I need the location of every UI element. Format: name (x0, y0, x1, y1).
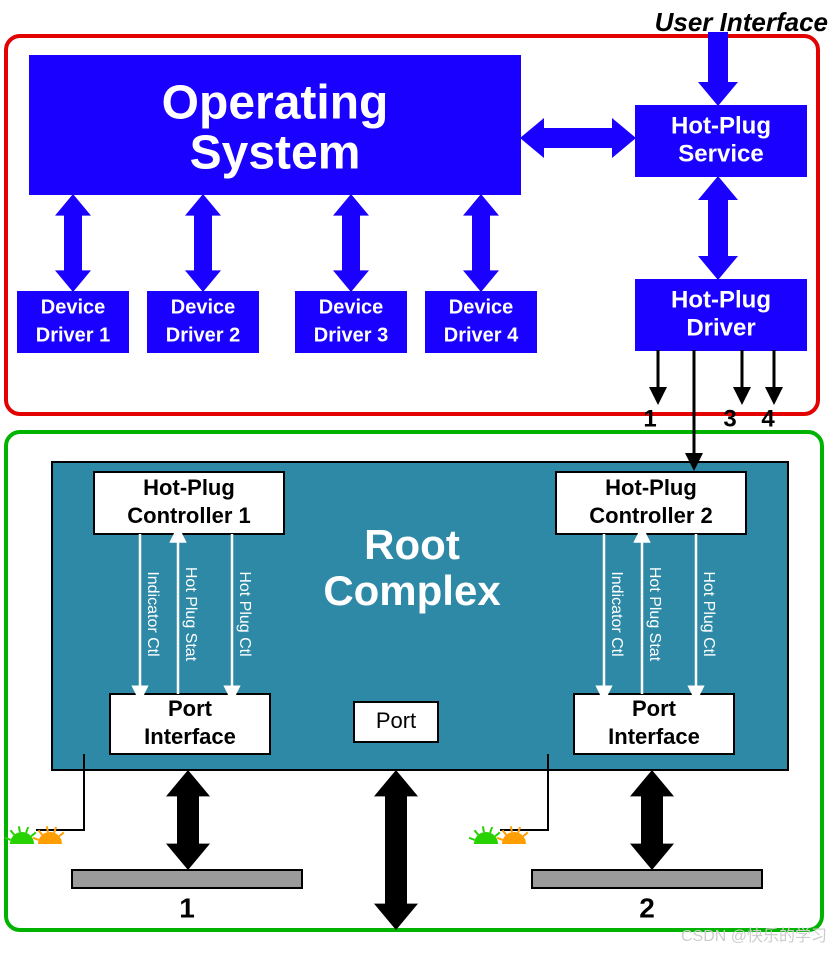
svg-text:Operating: Operating (162, 77, 389, 130)
svg-text:Service: Service (678, 140, 763, 167)
svg-text:Interface: Interface (608, 724, 700, 749)
svg-text:Port: Port (168, 696, 213, 721)
svg-text:Device: Device (449, 296, 514, 318)
svg-text:Driver 1: Driver 1 (36, 324, 111, 346)
watermark: CSDN @快乐的学习 (681, 922, 827, 946)
svg-text:Port: Port (632, 696, 677, 721)
svg-text:System: System (190, 127, 361, 180)
svg-text:Device: Device (41, 296, 106, 318)
svg-text:Hot-Plug: Hot-Plug (671, 112, 771, 139)
svg-text:Interface: Interface (144, 724, 236, 749)
svg-text:Driver: Driver (686, 314, 755, 341)
svg-text:Hot Plug Ctl: Hot Plug Ctl (700, 571, 717, 656)
svg-text:Device: Device (171, 296, 236, 318)
svg-text:Hot Plug Stat: Hot Plug Stat (646, 567, 663, 662)
svg-text:Controller 1: Controller 1 (127, 503, 250, 528)
svg-text:Hot Plug Stat: Hot Plug Stat (182, 567, 199, 662)
diagram-canvas: OperatingSystemHot-PlugServiceHot-PlugDr… (0, 0, 837, 954)
svg-text:Indicator Ctl: Indicator Ctl (608, 571, 625, 656)
svg-text:Controller 2: Controller 2 (589, 503, 712, 528)
svg-text:1: 1 (179, 892, 195, 923)
svg-text:3: 3 (723, 405, 736, 432)
svg-text:Indicator Ctl: Indicator Ctl (144, 571, 161, 656)
svg-text:User Interface: User Interface (655, 7, 828, 37)
svg-text:Hot-Plug: Hot-Plug (143, 475, 235, 500)
svg-text:Driver 3: Driver 3 (314, 324, 389, 346)
svg-text:Device: Device (319, 296, 384, 318)
svg-text:Complex: Complex (323, 567, 501, 614)
svg-text:Driver 2: Driver 2 (166, 324, 241, 346)
svg-text:Driver 4: Driver 4 (444, 324, 519, 346)
svg-text:Hot-Plug: Hot-Plug (605, 475, 697, 500)
svg-text:Hot-Plug: Hot-Plug (671, 286, 771, 313)
svg-text:Hot Plug Ctl: Hot Plug Ctl (236, 571, 253, 656)
svg-text:4: 4 (761, 405, 775, 432)
svg-text:2: 2 (639, 892, 655, 923)
svg-text:Port: Port (376, 708, 416, 733)
svg-text:Root: Root (364, 521, 460, 568)
svg-text:1: 1 (643, 405, 656, 432)
